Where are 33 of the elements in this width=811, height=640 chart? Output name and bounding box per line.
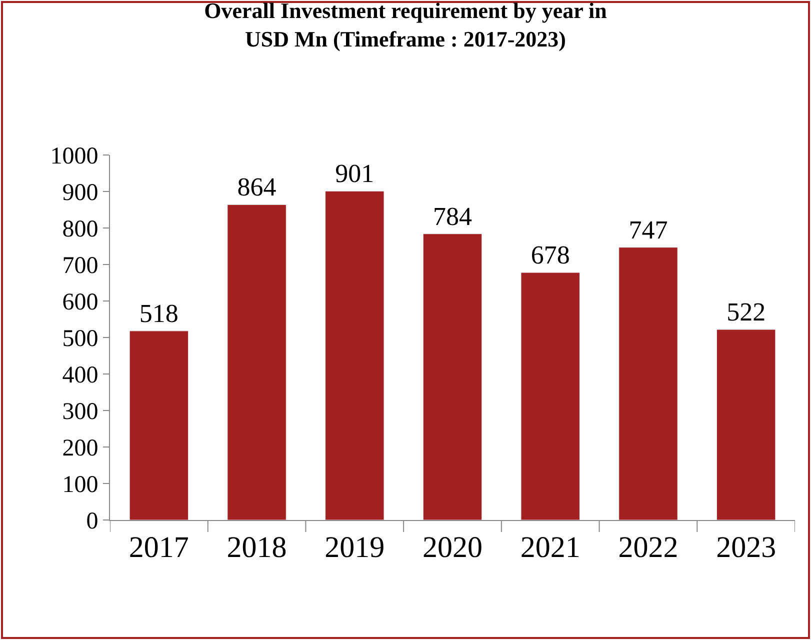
y-tick-label: 400 [62, 362, 98, 388]
bar [422, 234, 482, 520]
bar [716, 329, 776, 520]
y-tick-label: 0 [86, 508, 98, 534]
bar [520, 272, 580, 520]
y-tick-label: 1000 [50, 143, 98, 170]
chart-title: Overall Investment requirement by year in USD Mn (Timeframe : 2017-2023) [204, 0, 607, 52]
bar [325, 190, 384, 520]
x-tick-label: 2021 [520, 531, 580, 564]
y-tick-label: 200 [62, 435, 98, 462]
data-label: 518 [139, 298, 178, 328]
x-tick-label: 2019 [324, 531, 385, 564]
bar [227, 204, 286, 520]
data-label: 678 [530, 240, 570, 270]
data-label: 522 [726, 297, 766, 326]
data-label: 784 [433, 202, 472, 231]
x-tick-label: 2023 [716, 531, 776, 564]
bar [618, 247, 678, 520]
data-label: 747 [628, 215, 668, 244]
y-tick-label: 700 [62, 252, 98, 279]
x-tick-label: 2022 [618, 531, 678, 564]
y-tick-label: 600 [62, 289, 98, 316]
y-tick-label: 100 [62, 472, 98, 498]
data-label: 901 [335, 159, 374, 188]
y-tick-label: 900 [62, 180, 98, 206]
y-tick-label: 500 [62, 326, 98, 352]
data-label: 864 [237, 172, 276, 202]
x-tick-label: 2020 [422, 531, 482, 564]
x-tick-label: 2018 [226, 531, 287, 564]
y-tick-label: 300 [62, 398, 98, 425]
bar [129, 330, 189, 520]
y-tick-label: 800 [62, 216, 98, 242]
x-tick-label: 2017 [128, 531, 189, 564]
